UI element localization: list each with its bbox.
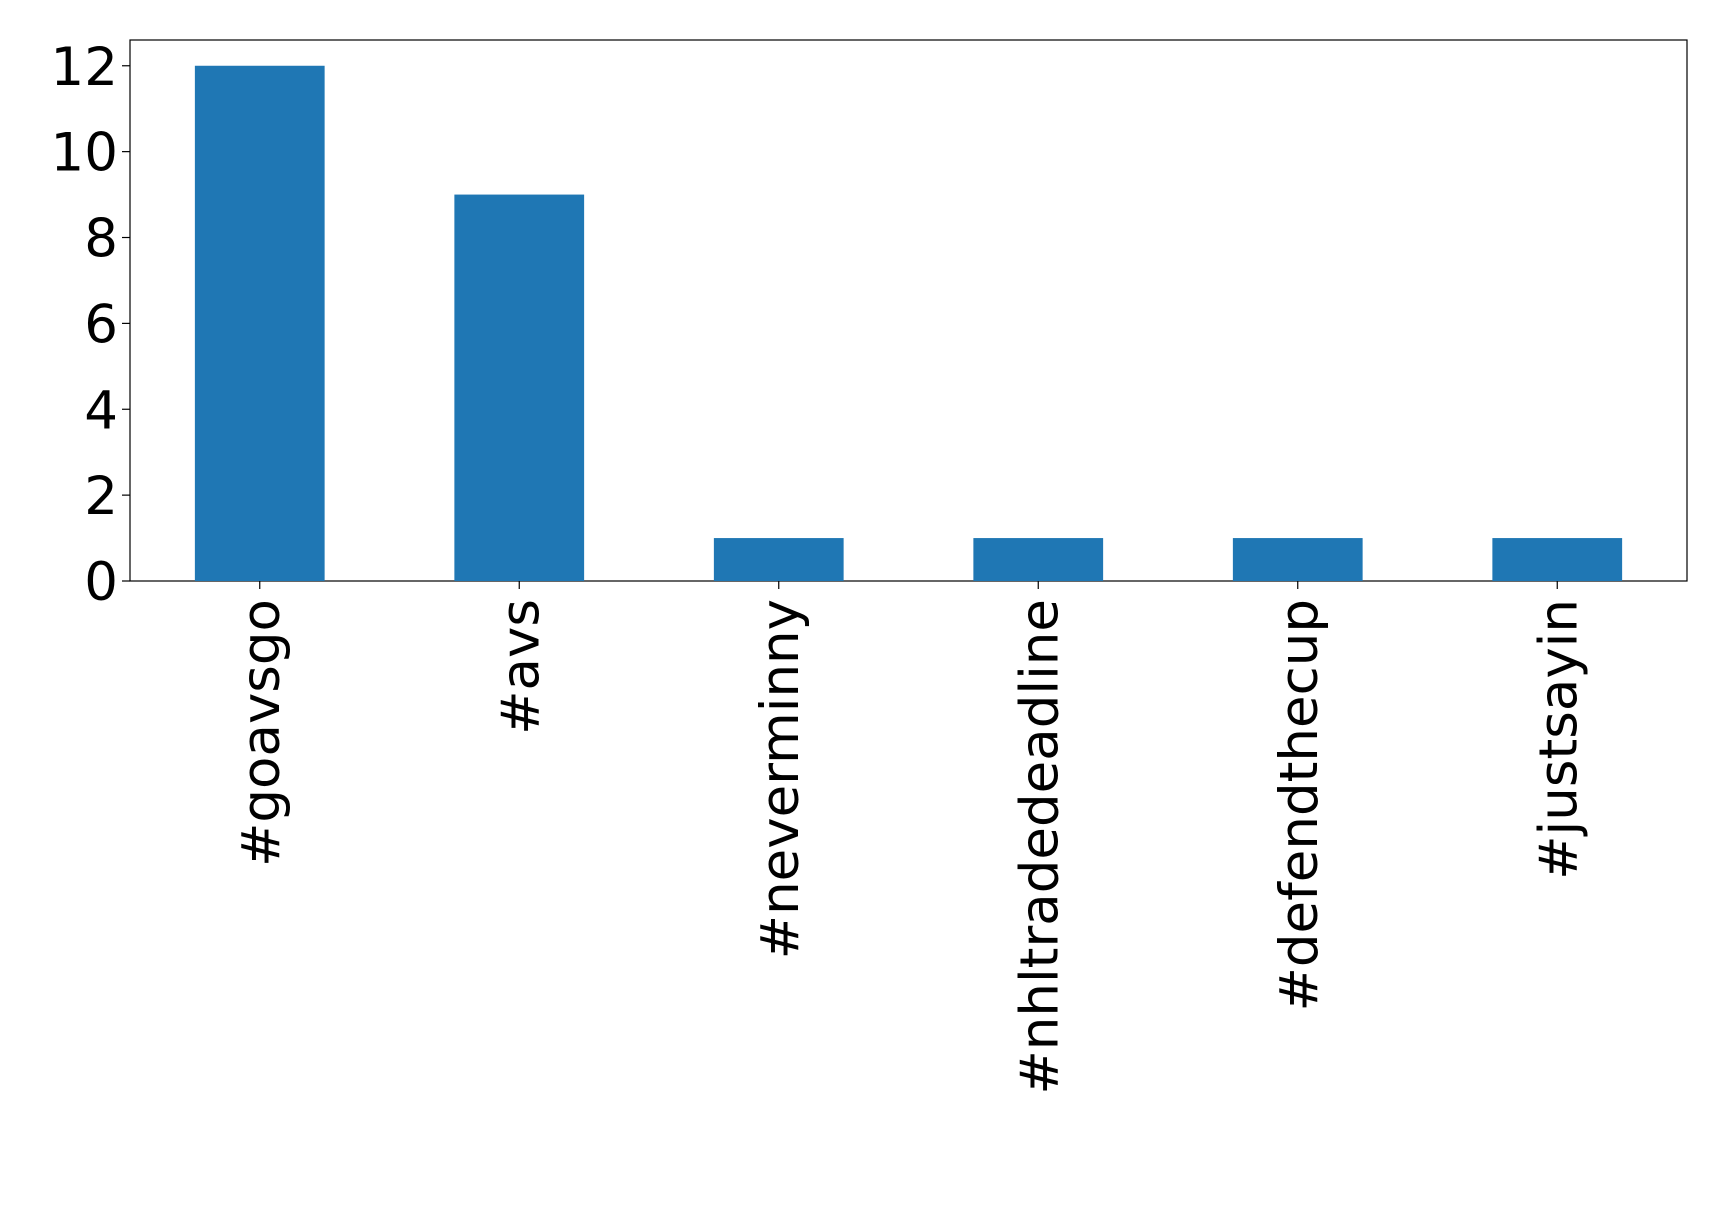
x-tick-label: #goavsgo <box>231 599 292 867</box>
bar <box>194 65 325 581</box>
y-tick-label: 12 <box>51 37 118 98</box>
y-tick-label: 4 <box>84 380 118 441</box>
bar <box>1232 538 1363 581</box>
y-tick-label: 2 <box>84 466 118 527</box>
bar <box>454 194 585 582</box>
x-tick-label: #justsayin <box>1528 599 1589 880</box>
x-tick-label: #defendthecup <box>1269 599 1330 1012</box>
x-tick-label: #neverminny <box>750 599 811 959</box>
y-tick-label: 6 <box>84 294 118 355</box>
bar <box>713 538 844 581</box>
y-tick-label: 0 <box>84 552 118 613</box>
plot-frame <box>129 39 1688 582</box>
bar <box>973 538 1104 581</box>
y-tick-label: 10 <box>51 123 118 184</box>
x-tick-label: #avs <box>490 599 551 735</box>
x-tick-label: #nhltradedeadline <box>1009 599 1070 1095</box>
y-tick-label: 8 <box>84 209 118 270</box>
bar <box>1492 538 1623 581</box>
